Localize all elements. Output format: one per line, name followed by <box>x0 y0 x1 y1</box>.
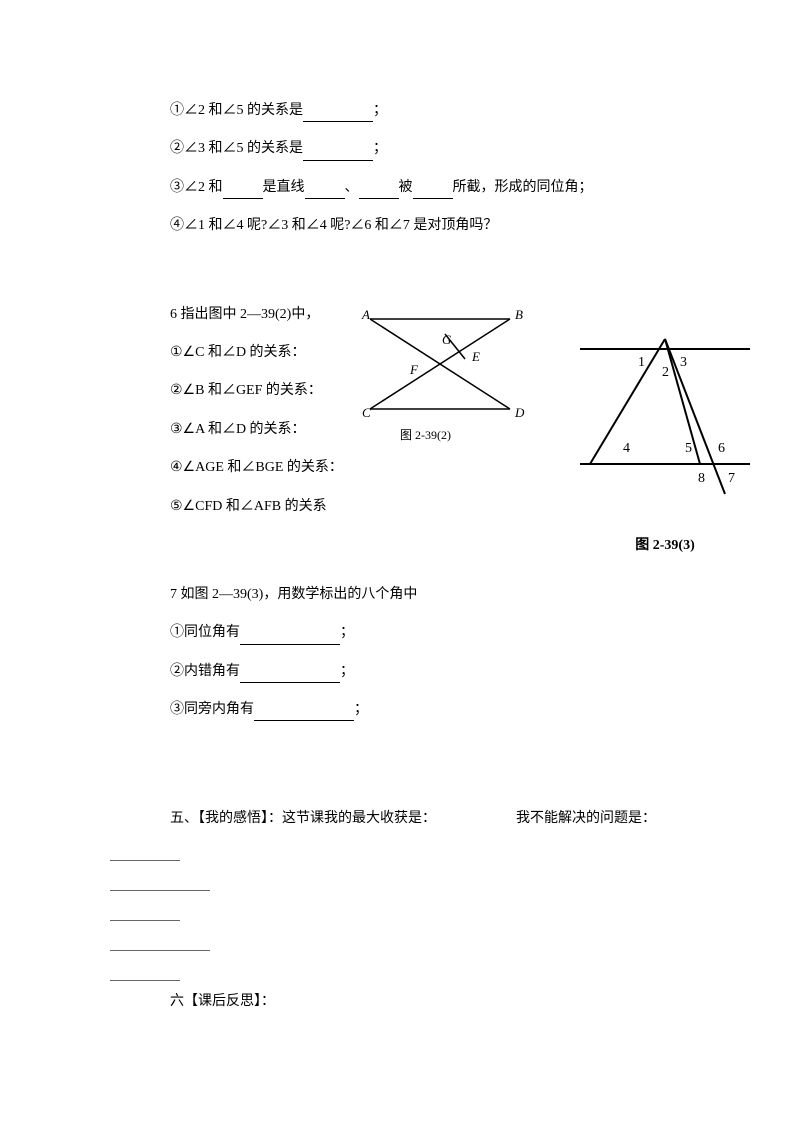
q7-3: ③同旁内角有 <box>170 702 254 717</box>
blank <box>303 106 373 122</box>
svg-text:5: 5 <box>685 441 692 456</box>
blank <box>413 183 453 199</box>
section-6: 六【课后反思】： <box>170 991 680 1013</box>
q7-2: ②内错角有 <box>170 664 240 679</box>
svg-text:D: D <box>514 405 525 420</box>
section5-b: 我不能解决的问题是： <box>516 807 656 827</box>
q3-4: 被 <box>399 180 413 195</box>
q3-1: ③∠2 和 <box>170 180 223 195</box>
q7-3-line: ③同旁内角有 ； <box>170 699 680 721</box>
section5-a: 五、【我的感悟】：这节课我的最大收获是： <box>170 807 436 827</box>
q7-1: ①同位角有 <box>170 625 240 640</box>
q7-2-line: ②内错角有 ； <box>170 661 680 683</box>
write-line <box>110 841 180 861</box>
q7-title: 7 如图 2—39(3)，用数学标出的八个角中 <box>170 584 680 606</box>
svg-text:C: C <box>362 405 371 420</box>
q4-text: ④∠1 和∠4 呢?∠3 和∠4 呢?∠6 和∠7 是对顶角吗？ <box>170 218 497 233</box>
svg-text:7: 7 <box>728 471 735 486</box>
write-line <box>110 961 180 981</box>
q2-text: ②∠3 和∠5 的关系是 <box>170 141 303 156</box>
section-5: 五、【我的感悟】：这节课我的最大收获是： 我不能解决的问题是： <box>170 807 680 827</box>
q2-line: ②∠3 和∠5 的关系是 ； <box>170 138 680 160</box>
svg-text:图 2-39(2): 图 2-39(2) <box>400 428 451 442</box>
q1-end: ； <box>373 103 387 118</box>
figure-row: 6 指出图中 2—39(2)中， ①∠C 和∠D 的关系： ②∠B 和∠GEF … <box>170 304 680 518</box>
write-line <box>110 901 180 921</box>
q3-2: 是直线 <box>263 180 305 195</box>
q4-line: ④∠1 和∠4 呢?∠3 和∠4 呢?∠6 和∠7 是对顶角吗？ <box>170 215 680 237</box>
q3-5: 所截，形成的同位角； <box>453 180 593 195</box>
figure-3-caption: 图 2-39(3) <box>570 534 760 554</box>
q1-text: ①∠2 和∠5 的关系是 <box>170 103 303 118</box>
svg-text:6: 6 <box>718 441 725 456</box>
figure-2-39-3: 1 2 3 4 5 6 7 8 图 2-39(3) <box>570 324 760 554</box>
blank <box>240 667 340 683</box>
svg-text:G: G <box>442 332 452 347</box>
write-line <box>110 871 210 891</box>
q7-1-line: ①同位角有 ； <box>170 622 680 644</box>
svg-text:8: 8 <box>698 471 705 486</box>
blank <box>254 705 354 721</box>
q2-end: ； <box>373 141 387 156</box>
q3-line: ③∠2 和 是直线 、 被 所截，形成的同位角； <box>170 177 680 199</box>
q7-2-end: ； <box>340 664 354 679</box>
blank <box>303 145 373 161</box>
svg-text:B: B <box>515 307 523 322</box>
q7-1-end: ； <box>340 625 354 640</box>
svg-text:F: F <box>409 362 419 377</box>
svg-text:4: 4 <box>623 441 630 456</box>
svg-text:3: 3 <box>680 355 687 370</box>
q7-3-end: ； <box>354 702 368 717</box>
svg-text:1: 1 <box>638 355 645 370</box>
blank <box>240 629 340 645</box>
svg-text:E: E <box>471 349 480 364</box>
blank <box>223 183 263 199</box>
blank <box>359 183 399 199</box>
svg-text:2: 2 <box>662 365 669 380</box>
blank <box>305 183 345 199</box>
figure-2-39-2: A B C D E F G 图 2-39(2) <box>350 299 530 464</box>
q3-3: 、 <box>345 180 359 195</box>
write-line <box>110 931 210 951</box>
svg-text:A: A <box>361 307 370 322</box>
q1-line: ①∠2 和∠5 的关系是 ； <box>170 100 680 122</box>
